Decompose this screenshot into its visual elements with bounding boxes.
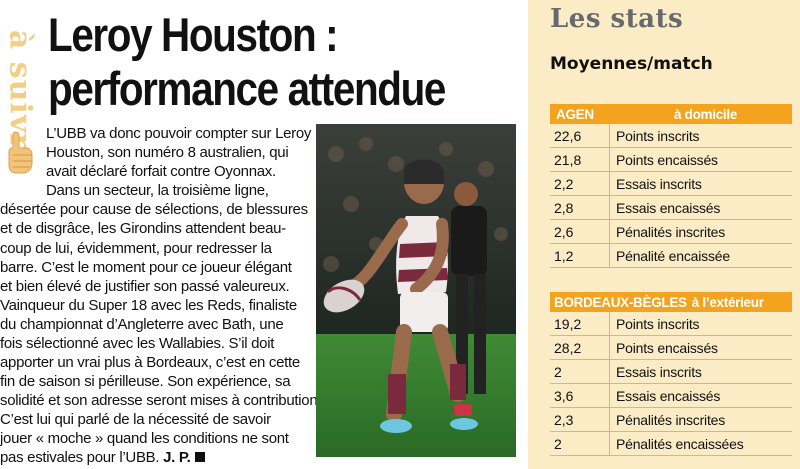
stat-label: Essais inscrits [616, 175, 702, 192]
table-row: 2,3 Pénalités inscrites [550, 408, 792, 432]
stat-label: Points inscrits [616, 315, 700, 332]
stat-label: Pénalités inscrites [616, 411, 726, 428]
stats-panel: Les stats Moyennes/match AGEN à domicile… [528, 0, 800, 469]
stat-label: Essais inscrits [616, 363, 702, 380]
rugby-player-image [316, 124, 516, 457]
stat-label: Pénalités inscrites [616, 223, 726, 240]
body-line-last: pas estivales pour l’UBB. J. P. [0, 448, 316, 467]
body-line: solidité et son adresse seront mises à c… [0, 392, 322, 409]
body-line: barre. C’est le moment pour ce joueur él… [0, 258, 292, 276]
body-line: pas estivales pour l’UBB. [0, 449, 160, 467]
table-row: 19,2 Points inscrits [550, 312, 792, 336]
pointing-hand-icon [8, 131, 33, 174]
stat-label: Points encaissés [616, 339, 718, 356]
stat-value: 1,2 [550, 244, 610, 267]
stat-value: 2 [550, 432, 610, 455]
headline-line-2: performance attendue [48, 62, 446, 115]
table-row: 1,2 Pénalité encaissée [550, 244, 792, 268]
stat-label: Pénalités encaissées [616, 435, 744, 452]
table-header-team: BORDEAUX-BÈGLES [554, 294, 687, 310]
stat-label: Essais encaissés [616, 199, 721, 216]
stat-label: Points inscrits [616, 127, 700, 144]
stat-label: Essais encaissés [616, 387, 721, 404]
body-line: et bien élevé de justifier son passé val… [0, 277, 290, 295]
body-line: fin de saison si périlleuse. Son expérie… [0, 373, 291, 391]
body-line: et de disgrâce, les Girondins attendent … [0, 220, 286, 238]
table-header-team: AGEN [556, 106, 594, 122]
body-line: fois sélectionné avec les Wallabies. S’i… [0, 335, 275, 353]
stat-value: 2 [550, 360, 610, 383]
table-row: 3,6 Essais encaissés [550, 384, 792, 408]
end-square-icon [194, 452, 205, 463]
body-line: du championnat d’Angleterre avec Bath, u… [0, 315, 284, 333]
table-header-context: à l’extérieur [691, 294, 764, 310]
body-line: Vainqueur du Super 18 avec les Reds, fin… [0, 296, 297, 314]
table-header: BORDEAUX-BÈGLES à l’extérieur [550, 292, 792, 312]
table-row: 21,8 Points encaissés [550, 148, 792, 172]
body-line: Houston, son numéro 8 australien, qui [46, 144, 289, 162]
stat-label: Points encaissés [616, 151, 718, 168]
stat-label: Pénalité encaissée [616, 247, 730, 264]
article-headline: Leroy Houston : performance attendue [48, 8, 461, 116]
headline-line-1: Leroy Houston : [48, 8, 339, 61]
body-line: L’UBB va donc pouvoir compter sur Leroy [46, 125, 312, 142]
body-line: avait déclaré forfait contre Oyonnax. [46, 163, 276, 181]
body-line: désertée pour cause de sélections, de bl… [0, 201, 308, 219]
stat-value: 2,3 [550, 408, 610, 431]
body-line: C’est lui qui parlé de la nécessité de s… [0, 411, 271, 429]
table-header-context: à domicile [674, 106, 738, 122]
body-line: Dans un secteur, la troisième ligne, [46, 182, 269, 200]
stat-value: 19,2 [550, 312, 610, 335]
stats-table-agen: AGEN à domicile 22,6 Points inscrits 21,8… [550, 104, 792, 268]
author-signature: J. P. [163, 449, 191, 467]
body-line: jouer « moche » quand les conditions ne … [0, 430, 289, 448]
stat-value: 21,8 [550, 148, 610, 171]
table-row: 2,8 Essais encaissés [550, 196, 792, 220]
stats-table-bordeaux: BORDEAUX-BÈGLES à l’extérieur 19,2 Points… [550, 292, 792, 456]
stats-subtitle: Moyennes/match [550, 54, 713, 74]
body-line: apporter un vrai plus à Bordeaux, c’est … [0, 354, 300, 372]
article-body: L’UBB va donc pouvoir compter sur Leroy … [0, 124, 316, 391]
table-row: 2 Essais inscrits [550, 360, 792, 384]
table-row: 2 Pénalités encaissées [550, 432, 792, 456]
table-row: 28,2 Points encaissés [550, 336, 792, 360]
stat-value: 3,6 [550, 384, 610, 407]
table-row: 22,6 Points inscrits [550, 124, 792, 148]
player-photo [316, 124, 516, 457]
stat-value: 2,8 [550, 196, 610, 219]
stat-value: 2,6 [550, 220, 610, 243]
body-line: coup de lui, évidemment, pour redresser … [0, 239, 272, 257]
stat-value: 2,2 [550, 172, 610, 195]
stat-value: 28,2 [550, 336, 610, 359]
table-row: 2,6 Pénalités inscrites [550, 220, 792, 244]
article-body-end: solidité et son adresse seront mises à c… [0, 391, 322, 467]
stats-title: Les stats [550, 4, 684, 34]
section-strip: à suivre [0, 0, 40, 469]
table-header: AGEN à domicile [550, 104, 792, 124]
table-row: 2,2 Essais inscrits [550, 172, 792, 196]
stat-value: 22,6 [550, 124, 610, 147]
